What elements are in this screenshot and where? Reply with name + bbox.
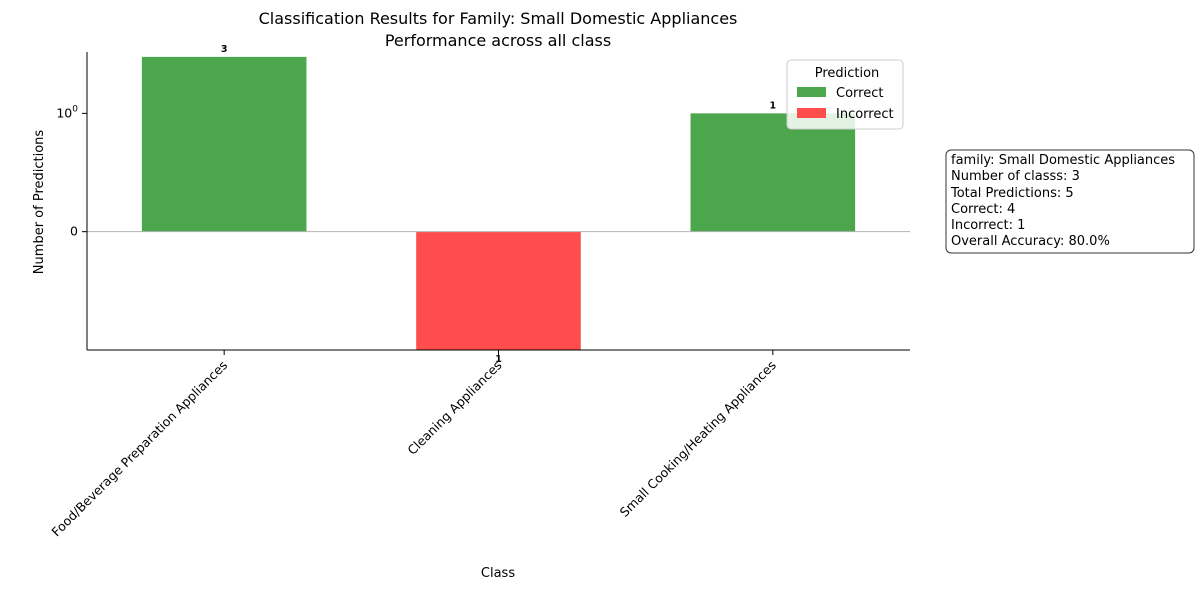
legend-label-correct: Correct [836, 86, 883, 101]
info-line-class-count: Number of classs: 3 [951, 169, 1080, 184]
chart-subtitle: Performance across all class [385, 31, 611, 50]
info-box-frame [945, 149, 1195, 254]
info-line-incorrect: Incorrect: 1 [951, 218, 1025, 233]
bar-incorrect-2 [416, 231, 581, 350]
x-axis-label: Class [481, 566, 515, 581]
summary-info-box: family: Small Domestic Appliances Number… [945, 149, 1195, 254]
bars-layer [141, 56, 856, 350]
data-labels-layer: 3 1 1 [221, 44, 776, 365]
bar-correct-3 [690, 113, 856, 232]
x-tick-label: Food/Beverage Preparation Appliances [48, 358, 230, 540]
bar-correct-1 [141, 56, 307, 232]
chart-title: Classification Results for Family: Small… [259, 9, 738, 28]
info-line-family: family: Small Domestic Appliances [951, 153, 1175, 168]
legend-label-incorrect: Incorrect [836, 107, 894, 122]
bar-value-label: 1 [495, 354, 502, 365]
legend-title: Prediction [815, 66, 880, 81]
legend: Prediction Correct Incorrect [786, 59, 904, 130]
info-line-accuracy: Overall Accuracy: 80.0% [951, 234, 1110, 249]
x-tick-label: Cleaning Appliances [404, 358, 504, 458]
bar-value-label: 3 [221, 44, 228, 55]
info-line-correct: Correct: 4 [951, 202, 1015, 217]
legend-swatch-incorrect [797, 108, 826, 118]
bar-value-label: 1 [770, 100, 777, 111]
y-tick-label: 0 [70, 224, 78, 239]
x-tick-label: Small Cooking/Heating Appliances [617, 358, 779, 520]
y-tick-label: 100 [56, 104, 78, 120]
info-line-total: Total Predictions: 5 [950, 186, 1074, 201]
y-axis-label: Number of Predictions [32, 130, 47, 275]
legend-swatch-correct [797, 87, 826, 97]
